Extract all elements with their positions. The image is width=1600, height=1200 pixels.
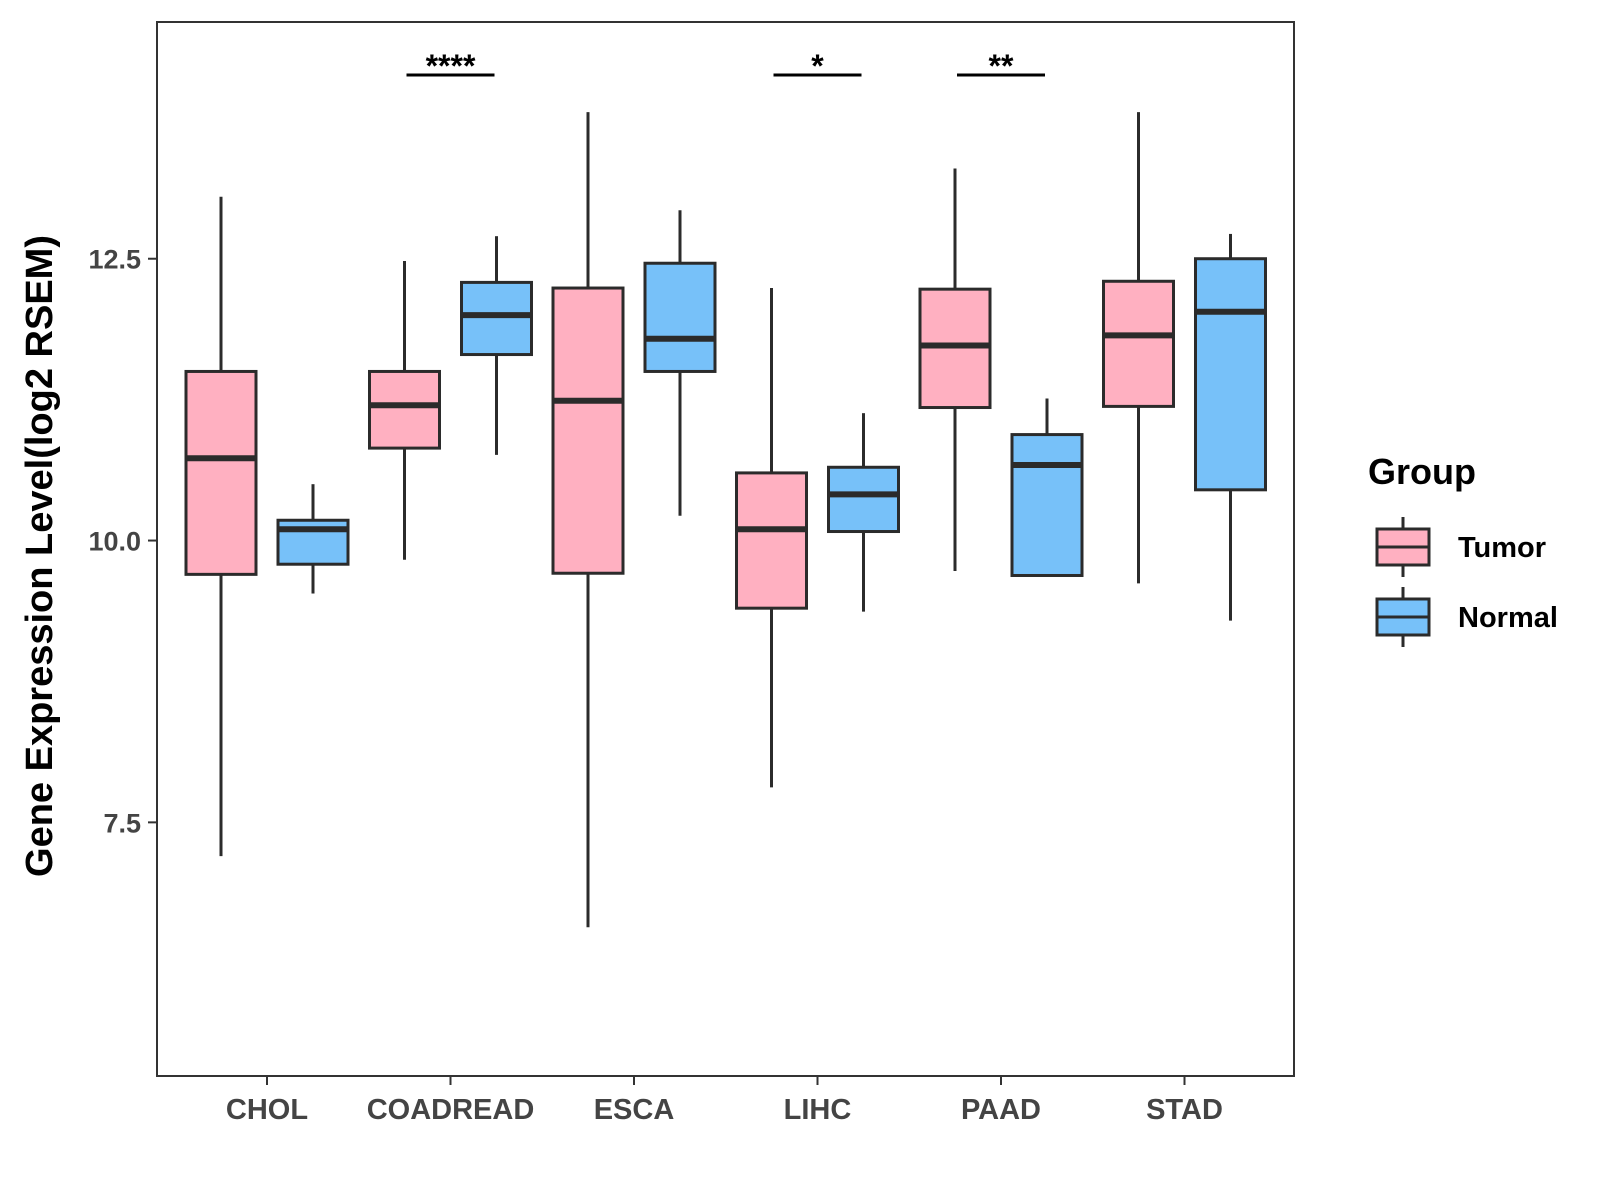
box-body (827, 465, 900, 534)
x-tick-label: ESCA (594, 1094, 675, 1126)
x-tick-label: COADREAD (367, 1094, 535, 1126)
legend-entry-normal: Normal (1375, 587, 1558, 647)
box-normal-stad (1194, 233, 1267, 621)
significance-label: * (811, 48, 824, 84)
box-body (735, 471, 808, 610)
box-tumor-stad (1102, 112, 1175, 584)
legend-title: Group (1368, 451, 1476, 492)
y-axis-label: Gene Expression Level(log2 RSEM) (19, 235, 61, 877)
box-normal-coadread (460, 236, 533, 455)
box-tumor-paad (918, 168, 992, 571)
y-tick-label: 7.5 (103, 808, 141, 838)
legend: Group Tumor Normal (1368, 451, 1558, 647)
significance-label: **** (426, 48, 476, 84)
y-tick-label: 12.5 (88, 245, 141, 275)
x-tick-label: STAD (1146, 1094, 1223, 1126)
box-normal-lihc (827, 413, 900, 612)
x-tick-label: CHOL (226, 1094, 308, 1126)
significance-label: ** (989, 48, 1014, 84)
box-body (1102, 279, 1175, 408)
box-tumor-coadread (368, 260, 441, 560)
box-body (460, 280, 533, 357)
box-series (184, 112, 1267, 928)
box-normal-paad (1010, 398, 1084, 577)
legend-label: Tumor (1458, 532, 1546, 564)
legend-entry-tumor: Tumor (1375, 517, 1546, 577)
legend-label: Normal (1458, 602, 1558, 634)
box-normal-chol (276, 484, 350, 594)
box-body (1194, 257, 1267, 492)
box-tumor-esca (551, 112, 625, 928)
significance-annotations: **** * ** (406, 48, 1045, 84)
x-axis: CHOL COADREAD ESCA LIHC PAAD STAD (226, 1076, 1223, 1126)
box-tumor-lihc (735, 288, 808, 788)
x-tick-label: LIHC (784, 1094, 852, 1126)
box-normal-esca (643, 210, 717, 516)
box-tumor-chol (184, 196, 258, 857)
box-body (368, 369, 441, 450)
box-body (551, 286, 625, 575)
box-body (643, 261, 717, 373)
box-body (1010, 433, 1084, 577)
y-tick-label: 10.0 (88, 527, 141, 557)
x-tick-label: PAAD (961, 1094, 1041, 1126)
box-body (184, 369, 258, 576)
y-axis: 7.5 10.0 12.5 (88, 245, 157, 838)
